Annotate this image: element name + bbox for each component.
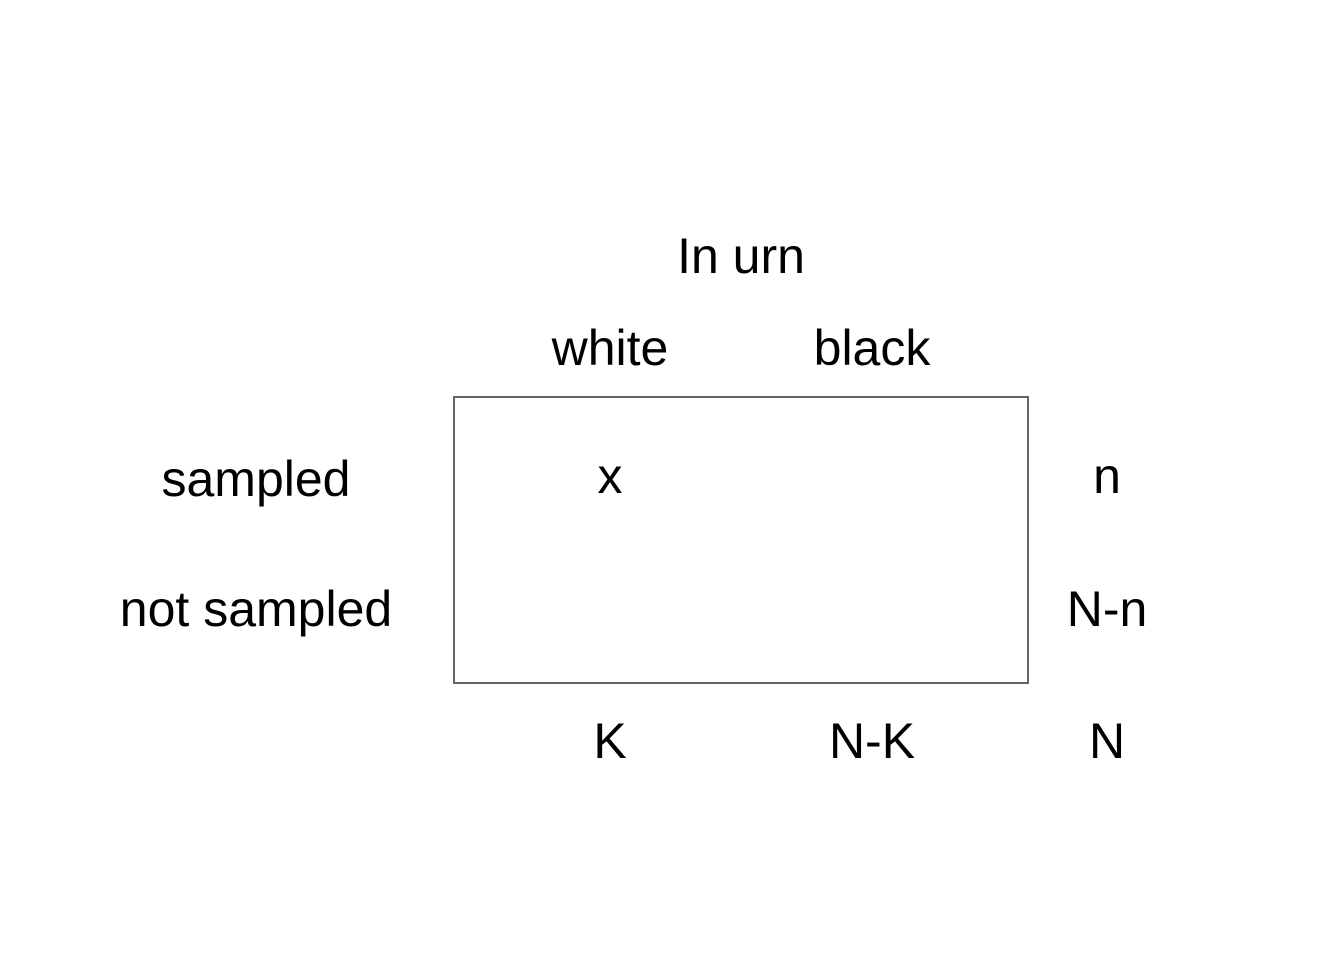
column-header-black: black bbox=[813, 320, 931, 376]
grand-total: N bbox=[1088, 713, 1126, 769]
cell-sampled-white: x bbox=[597, 448, 623, 504]
row-label-not-sampled: not sampled bbox=[119, 581, 393, 637]
row-label-sampled: sampled bbox=[161, 451, 351, 507]
column-header-white: white bbox=[551, 320, 669, 376]
column-total-white: K bbox=[593, 713, 627, 769]
row-total-not-sampled: N-n bbox=[1066, 581, 1148, 637]
urn-heading: In urn bbox=[677, 228, 805, 284]
column-total-black: N-K bbox=[828, 713, 916, 769]
row-total-sampled: n bbox=[1093, 448, 1121, 504]
contingency-box bbox=[453, 396, 1029, 684]
